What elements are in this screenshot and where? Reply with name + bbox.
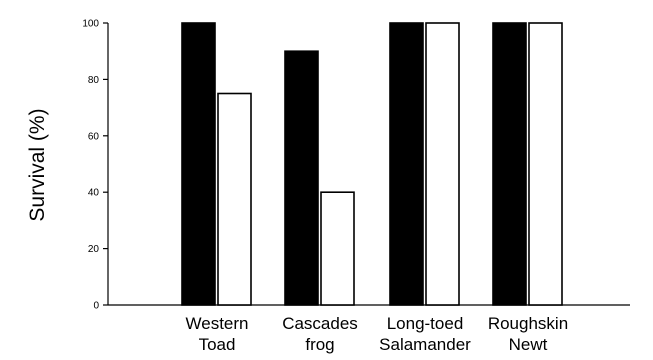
- bars: [181, 22, 563, 306]
- labels: 0 20 40 60 80 100 Western Toad Cascades frog Long-…: [82, 19, 568, 355]
- y-axis-title: Survival (%): [26, 108, 49, 221]
- x-category-label: Roughskin Newt: [488, 314, 568, 354]
- bar-series-2-1: [320, 191, 355, 306]
- y-tick-label: 40: [88, 188, 100, 199]
- bar-series-2-2: [425, 22, 460, 306]
- y-tick-label: 0: [93, 301, 99, 312]
- y-tick-label: 20: [88, 244, 100, 255]
- x-category-label: Long-toed Salamander: [379, 314, 471, 354]
- x-category-label: Cascades frog: [282, 314, 358, 354]
- bar-series-1-1: [284, 50, 319, 306]
- y-tick-label: 100: [82, 19, 99, 30]
- bar-series-1-0: [181, 22, 216, 306]
- bar-series-2-0: [217, 92, 252, 306]
- bar-series-2-3: [528, 22, 563, 306]
- y-tick-label: 80: [88, 75, 100, 86]
- bar-series-1-3: [492, 22, 527, 306]
- bar-series-1-2: [389, 22, 424, 306]
- x-category-label: Western Toad: [186, 314, 249, 354]
- y-tick-label: 60: [88, 131, 100, 142]
